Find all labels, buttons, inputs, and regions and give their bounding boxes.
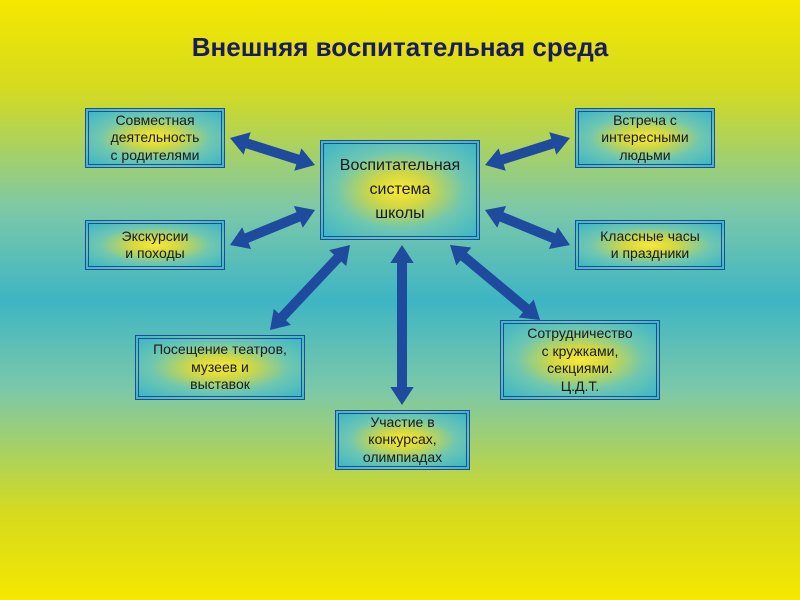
node-meetings: Встреча с интересными людьми <box>575 108 715 168</box>
node-class-hours: Классные часы и праздники <box>575 220 725 270</box>
page-title: Внешняя воспитательная среда <box>0 32 800 63</box>
node-theaters: Посещение театров, музеев и выставок <box>135 335 305 400</box>
background <box>0 0 800 600</box>
node-cooperation: Сотрудничество с кружками, секциями. Ц.Д… <box>500 320 660 400</box>
node-joint-activity: Совместная деятельность с родителями <box>85 108 225 168</box>
center-box: Воспитательная система школы <box>320 140 480 240</box>
node-contests: Участие в конкурсах, олимпиадах <box>335 410 470 470</box>
node-excursions: Экскурсии и походы <box>85 220 225 270</box>
